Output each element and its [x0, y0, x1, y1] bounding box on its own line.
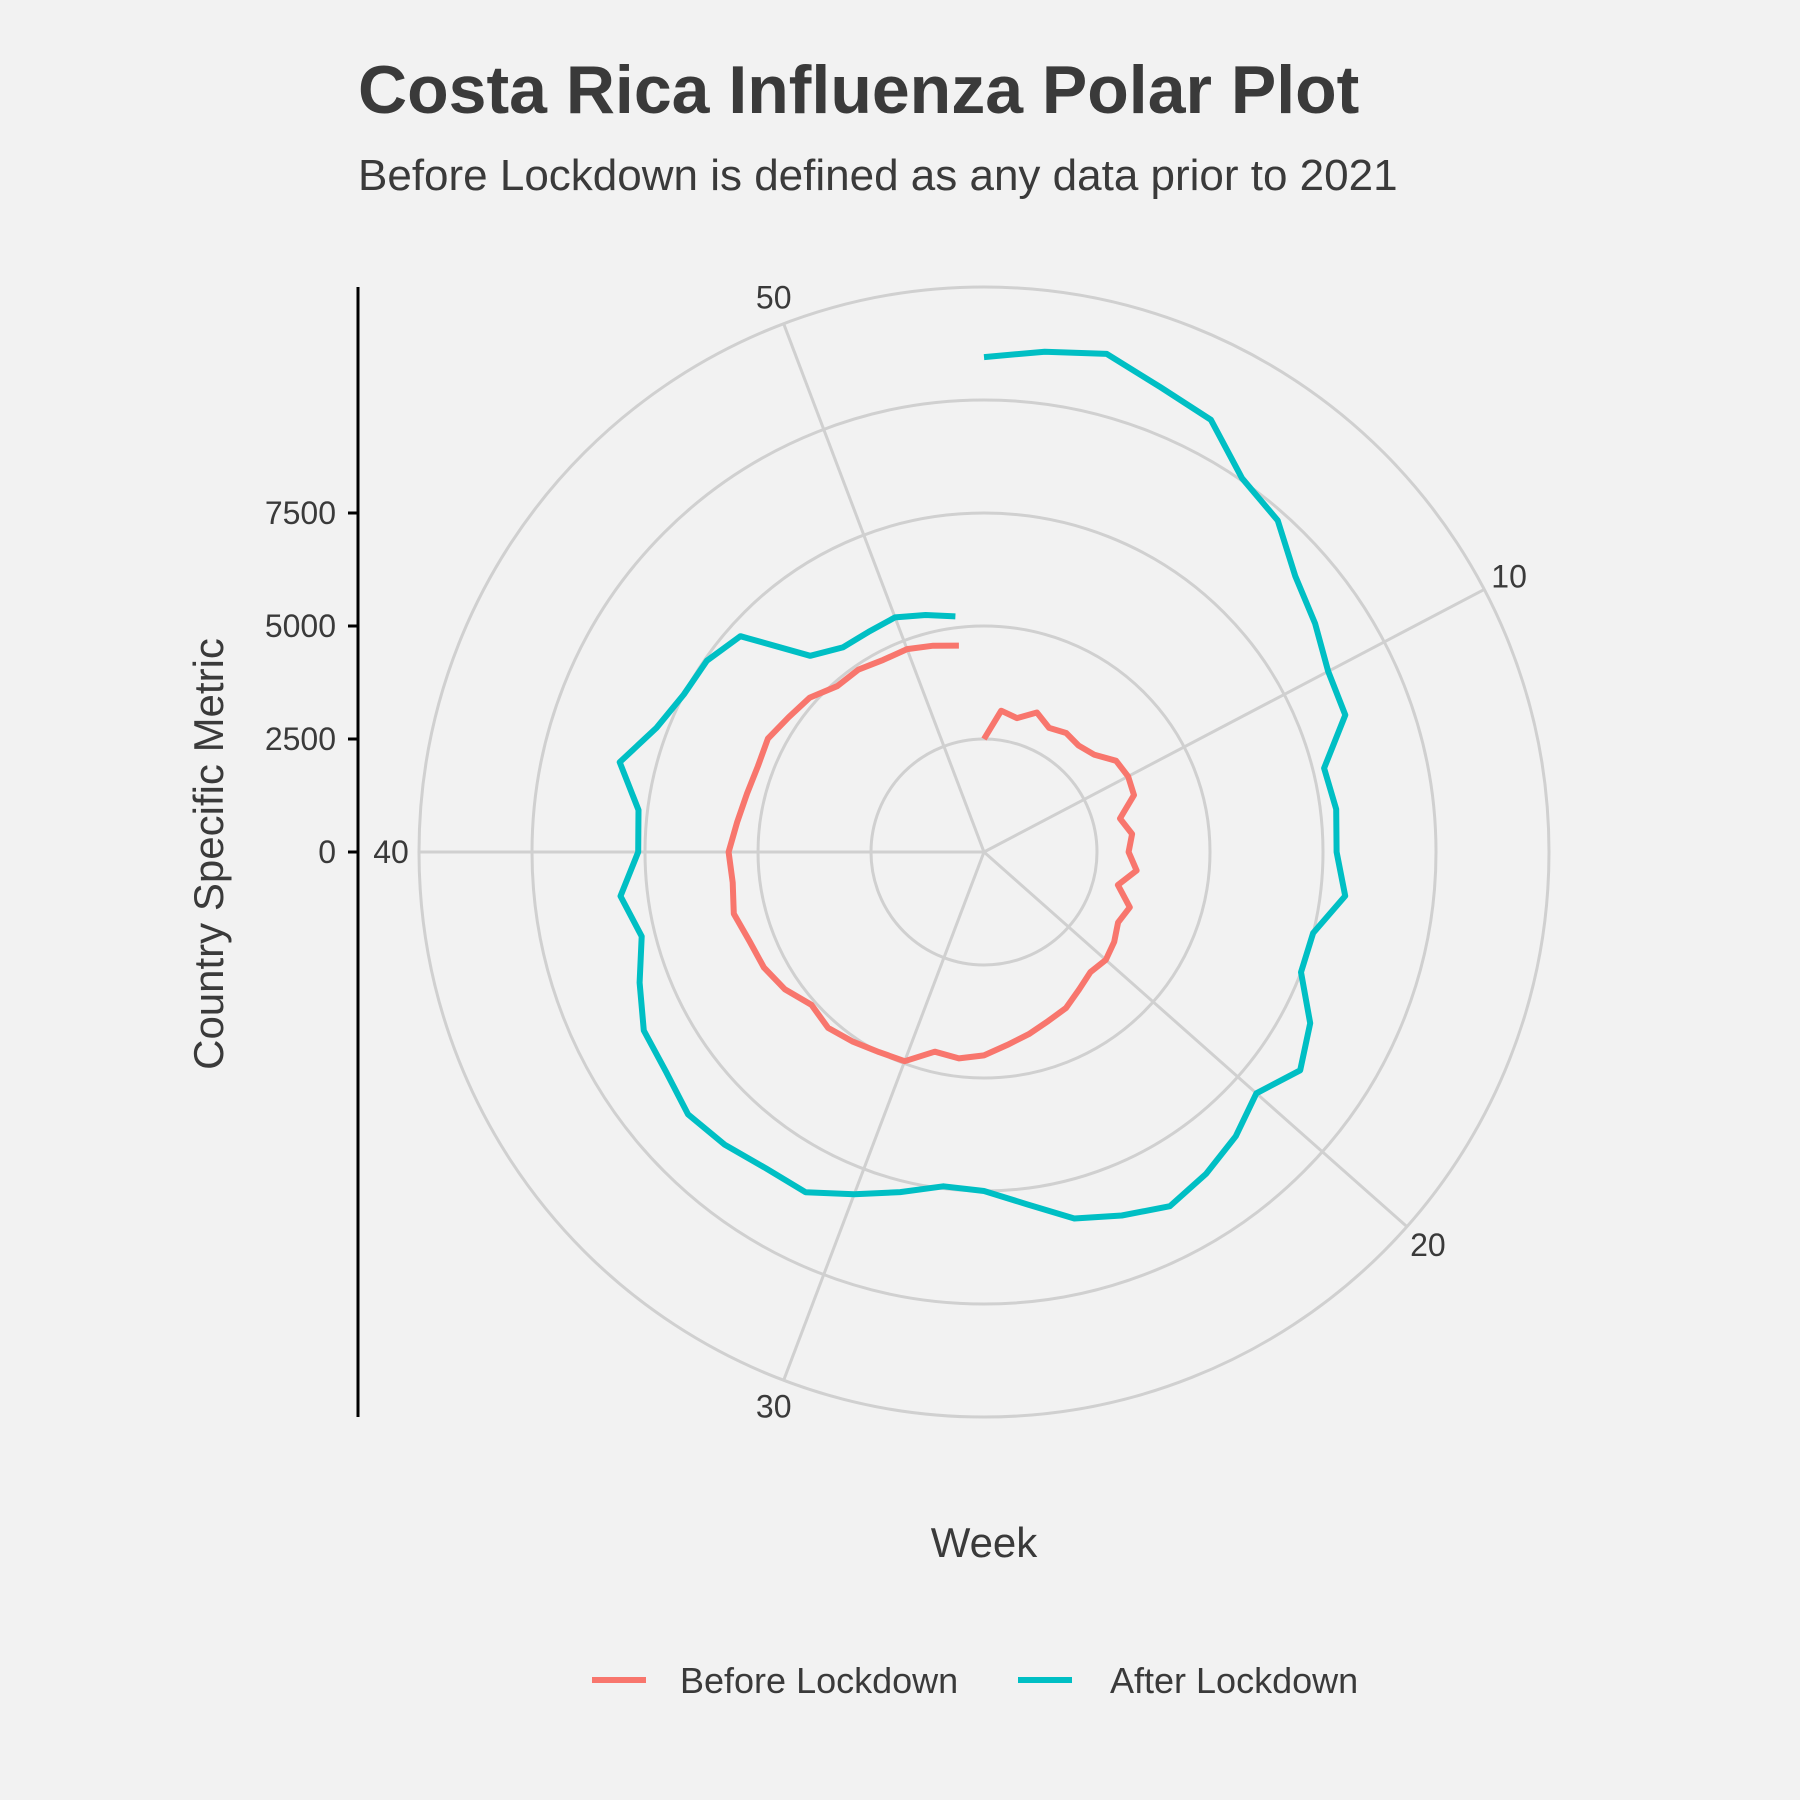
y-tick-label: 5000 [265, 608, 336, 644]
theta-tick-label: 30 [756, 1388, 792, 1424]
series-line-before-lockdown [725, 642, 1140, 1065]
y-tick-label: 0 [318, 834, 336, 870]
theta-tick-label: 20 [1410, 1227, 1446, 1263]
theta-tick-labels: 10 20 30 40 50 [373, 280, 1527, 1425]
chart-subtitle: Before Lockdown is defined as any data p… [358, 151, 1398, 200]
legend-label-before-lockdown: Before Lockdown [680, 1660, 958, 1701]
y-axis: 0 2500 5000 7500 [265, 287, 360, 1417]
legend-label-after-lockdown: After Lockdown [1110, 1660, 1358, 1701]
y-axis-title: Country Specific Metric [185, 638, 232, 1070]
series-line-after-lockdown [616, 348, 1349, 1222]
grid-spoke [983, 850, 1408, 1228]
theta-tick-label: 40 [373, 834, 409, 870]
polar-grid [417, 285, 1551, 1419]
y-tick-label: 7500 [265, 495, 336, 531]
y-tick-label: 2500 [265, 721, 336, 757]
grid-spoke [983, 588, 1485, 854]
grid-spoke [782, 323, 986, 853]
theta-tick-label: 10 [1491, 558, 1527, 594]
x-axis-title: Week [931, 1519, 1039, 1566]
series-lines [616, 348, 1349, 1222]
grid-spoke [782, 851, 986, 1381]
theta-tick-label: 50 [756, 280, 792, 316]
chart-title: Costa Rica Influenza Polar Plot [358, 52, 1359, 128]
legend: Before Lockdown After Lockdown [592, 1660, 1358, 1701]
